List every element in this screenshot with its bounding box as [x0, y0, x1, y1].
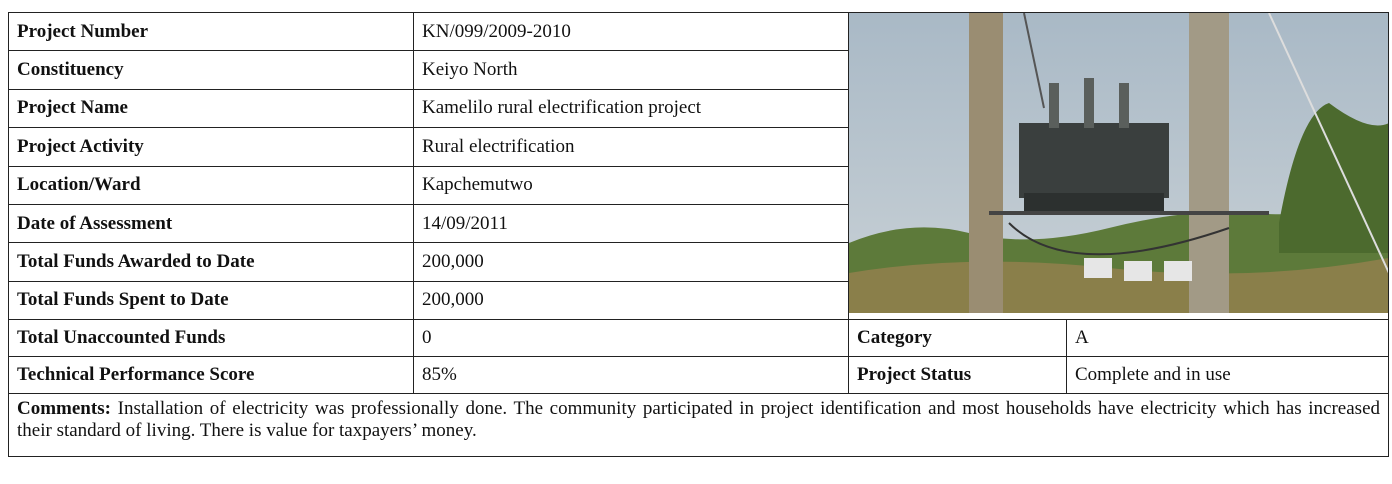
project-table: Project Number KN/099/2009-2010 Constitue… [8, 11, 1389, 457]
row-value: 200,000 [413, 280, 849, 321]
row-label: Date of Assessment [8, 203, 414, 244]
photo-cell [848, 12, 1389, 320]
table-row: Date of Assessment 14/09/2011 [8, 203, 1389, 244]
row-label: Constituency [8, 50, 414, 90]
table-row: Project Activity Rural electrification [8, 127, 1389, 167]
row-label: Technical Performance Score [8, 356, 414, 394]
row-value: Keiyo North [413, 50, 849, 90]
comments-cell: Comments: Installation of electricity wa… [8, 393, 1389, 457]
row-label: Total Unaccounted Funds [8, 319, 414, 357]
table-row: Constituency Keiyo North [8, 50, 1389, 90]
row-label: Total Funds Awarded to Date [8, 242, 414, 282]
photo [849, 13, 1388, 313]
row-value: Rural electrification [413, 127, 849, 167]
row-value: Kapchemutwo [413, 165, 849, 205]
table-row: Technical Performance Score 85% Project St… [8, 356, 1389, 394]
side-value: Complete and in use [1066, 356, 1389, 394]
table-row: Location/Ward Kapchemutwo [8, 165, 1389, 205]
table-row: Project Number KN/099/2009-2010 [8, 11, 1389, 320]
row-label: Location/Ward [8, 165, 414, 205]
comments-label: Comments: [17, 398, 111, 419]
row-value: KN/099/2009-2010 [413, 11, 849, 52]
row-label: Project Name [8, 88, 414, 129]
comments-row: Comments: Installation of electricity wa… [8, 393, 1389, 457]
side-value: A [1066, 319, 1389, 357]
row-value: 14/09/2011 [413, 203, 849, 244]
table-row: Project Name Kamelilo rural electrificati… [8, 88, 1389, 129]
row-label: Project Activity [8, 127, 414, 167]
row-label: Project Number [8, 11, 414, 52]
row-value: 0 [413, 319, 849, 357]
row-value: Kamelilo rural electrification project [413, 88, 849, 129]
comments-text: Installation of electricity was professi… [17, 398, 1381, 441]
side-label: Project Status [848, 356, 1067, 394]
row-value: 200,000 [413, 242, 849, 282]
side-label: Category [848, 319, 1067, 357]
table-row: Total Funds Spent to Date 200,000 [8, 280, 1389, 321]
row-label: Total Funds Spent to Date [8, 280, 414, 321]
row-value: 85% [413, 356, 849, 394]
table-row: Total Funds Awarded to Date 200,000 [8, 242, 1389, 282]
table-row: Total Unaccounted Funds 0 Category A [8, 319, 1389, 357]
